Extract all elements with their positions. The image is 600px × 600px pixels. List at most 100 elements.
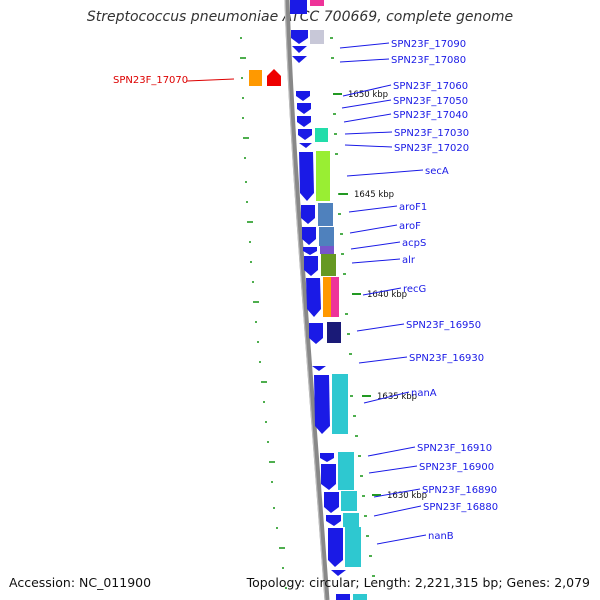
gene-arrow[interactable] xyxy=(297,103,311,114)
gene-label[interactable]: SPN23F_17050 xyxy=(393,96,468,107)
gene-arrow[interactable] xyxy=(324,492,339,513)
feature-block[interactable] xyxy=(331,277,339,317)
gene-leader-line xyxy=(344,144,393,148)
gene-leader-line xyxy=(356,323,405,332)
selected-gene-arrow[interactable] xyxy=(267,69,281,86)
tick-label: 1645 kbp xyxy=(354,190,394,200)
gene-arrow[interactable] xyxy=(320,453,334,462)
gene-arrow[interactable] xyxy=(303,247,317,255)
feature-block[interactable] xyxy=(321,254,336,276)
gene-leader-line xyxy=(346,169,424,177)
gene-label[interactable]: SPN23F_16900 xyxy=(419,462,494,473)
gene-leader-line xyxy=(376,534,427,545)
feature-block[interactable] xyxy=(320,246,334,254)
gene-label[interactable]: SPN23F_17040 xyxy=(393,110,468,121)
gene-label[interactable]: SPN23F_16880 xyxy=(423,502,498,513)
gene-label[interactable]: alr xyxy=(402,255,416,266)
gene-label[interactable]: SPN23F_16890 xyxy=(422,485,497,496)
gene-label[interactable]: aroF xyxy=(399,221,421,232)
gene-arrow[interactable] xyxy=(298,129,312,140)
gene-label[interactable]: secA xyxy=(425,166,449,177)
gene-label[interactable]: SPN23F_17080 xyxy=(391,55,466,66)
gene-leader-line xyxy=(350,241,401,250)
gene-label[interactable]: SPN23F_16950 xyxy=(406,320,481,331)
gene-leader-line xyxy=(367,446,416,457)
gene-label[interactable]: nanB xyxy=(428,531,454,542)
accession-text: Accession: NC_011900 xyxy=(9,575,152,590)
gene-arrow[interactable] xyxy=(304,256,318,276)
tick-layer: 1650 kbp 1645 kbp 1640 kbp 1635 kbp 1630 kbp xyxy=(240,37,427,589)
gene-arrow[interactable] xyxy=(290,0,307,14)
feature-block[interactable] xyxy=(353,594,367,600)
gene-leader-line xyxy=(363,391,410,404)
gene-arrow[interactable] xyxy=(292,46,307,53)
gene-leader-line xyxy=(349,224,398,234)
gene-label[interactable]: SPN23F_17090 xyxy=(391,39,466,50)
feature-block[interactable] xyxy=(316,151,330,201)
gene-label[interactable]: acpS xyxy=(402,238,426,249)
gene-arrow[interactable] xyxy=(312,366,326,371)
gene-leader-line xyxy=(342,84,392,97)
gene-leader-line xyxy=(344,131,393,135)
feature-block[interactable] xyxy=(327,322,341,343)
feature-block[interactable] xyxy=(318,203,333,226)
gene-arrow[interactable] xyxy=(299,152,314,201)
gene-label[interactable]: recG xyxy=(403,284,426,295)
gene-arrow[interactable] xyxy=(321,464,336,490)
tick-label: 1630 kbp xyxy=(387,491,427,501)
feature-block[interactable] xyxy=(343,513,359,527)
gene-arrow[interactable] xyxy=(309,323,323,344)
feature-block[interactable] xyxy=(310,0,324,6)
gene-leader-line xyxy=(343,113,392,123)
gene-arrow[interactable] xyxy=(297,116,311,127)
feature-block[interactable] xyxy=(341,491,357,511)
gene-label[interactable]: SPN23F_17030 xyxy=(394,128,469,139)
gene-label[interactable]: SPN23F_17060 xyxy=(393,81,468,92)
genome-backbone xyxy=(284,0,330,600)
gene-label[interactable]: aroF1 xyxy=(399,202,427,213)
gene-arrow[interactable] xyxy=(299,143,312,148)
gene-arrow[interactable] xyxy=(301,205,315,224)
gene-arrow[interactable] xyxy=(328,528,343,567)
map-title: Streptococcus pneumoniae ATCC 700669, co… xyxy=(86,9,514,25)
selected-gene-block[interactable] xyxy=(249,70,262,86)
feature-layer xyxy=(249,0,367,600)
tick-label: 1635 kbp xyxy=(377,392,417,402)
topology-text: Topology: circular; Length: 2,221,315 bp… xyxy=(246,575,590,590)
feature-block[interactable] xyxy=(336,594,350,600)
gene-label[interactable]: SPN23F_17020 xyxy=(394,143,469,154)
gene-arrow[interactable] xyxy=(314,375,330,434)
gene-leader-line xyxy=(348,205,398,213)
tick-label: 1640 kbp xyxy=(367,290,407,300)
feature-block[interactable] xyxy=(319,227,334,246)
feature-block[interactable] xyxy=(332,374,348,434)
feature-block[interactable] xyxy=(338,452,354,490)
gene-leader-line xyxy=(373,488,421,498)
gene-leader-line xyxy=(339,58,390,63)
feature-block[interactable] xyxy=(315,128,328,142)
gene-leader-line xyxy=(341,99,392,109)
gene-arrow[interactable] xyxy=(326,515,341,526)
gene-arrow[interactable] xyxy=(306,278,321,317)
gene-leader-line xyxy=(362,287,402,296)
gene-arrow[interactable] xyxy=(331,570,346,576)
gene-label[interactable]: nanA xyxy=(411,388,437,399)
gene-leader-line xyxy=(351,258,401,264)
label-layer: SPN23F_17090 SPN23F_17080 SPN23F_17070 SPN2… xyxy=(113,39,498,545)
gene-arrow[interactable] xyxy=(292,56,307,63)
feature-block[interactable] xyxy=(323,277,331,317)
gene-leader-line xyxy=(358,356,408,364)
gene-label[interactable]: SPN23F_17070 xyxy=(113,75,188,86)
feature-block[interactable] xyxy=(345,527,361,567)
gene-arrow[interactable] xyxy=(296,91,310,101)
feature-block[interactable] xyxy=(310,30,324,44)
gene-label[interactable]: SPN23F_16910 xyxy=(417,443,492,454)
gene-arrow[interactable] xyxy=(291,30,308,44)
gene-arrow[interactable] xyxy=(302,227,316,245)
gene-label[interactable]: SPN23F_16930 xyxy=(409,353,484,364)
gene-leader-line xyxy=(339,42,390,49)
gene-leader-line xyxy=(368,465,418,474)
gene-leader-line xyxy=(373,505,422,517)
gene-leader-line xyxy=(186,78,235,82)
